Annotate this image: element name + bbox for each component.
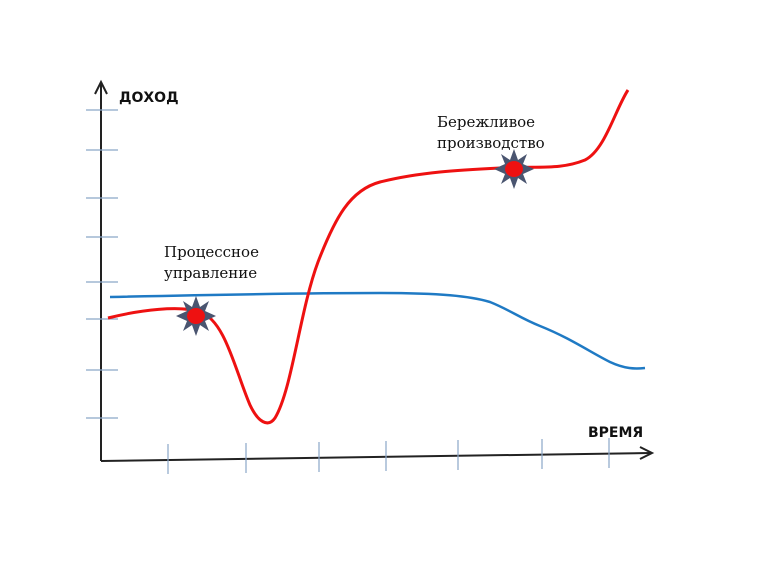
process-label-line1: Процессное bbox=[164, 243, 259, 261]
process-marker bbox=[176, 296, 216, 336]
y-axis-label: ДОХОД bbox=[119, 90, 179, 106]
x-axis-arrow bbox=[639, 446, 655, 460]
x-axis bbox=[100, 452, 651, 462]
x-ticks bbox=[167, 438, 610, 474]
axes bbox=[94, 79, 655, 462]
marker-dot bbox=[505, 161, 523, 177]
marker-dot bbox=[187, 308, 205, 324]
y-ticks bbox=[86, 109, 118, 419]
lean-marker bbox=[494, 149, 534, 189]
x-axis-label: ВРЕМЯ bbox=[588, 425, 643, 441]
process-label-line2: управление bbox=[164, 264, 257, 282]
income-curve bbox=[107, 89, 630, 425]
lean-label-line1: Бережливое bbox=[437, 113, 535, 131]
baseline-curve bbox=[109, 291, 646, 370]
y-axis-arrow bbox=[94, 79, 108, 95]
lean-label-line2: производство bbox=[437, 134, 545, 152]
